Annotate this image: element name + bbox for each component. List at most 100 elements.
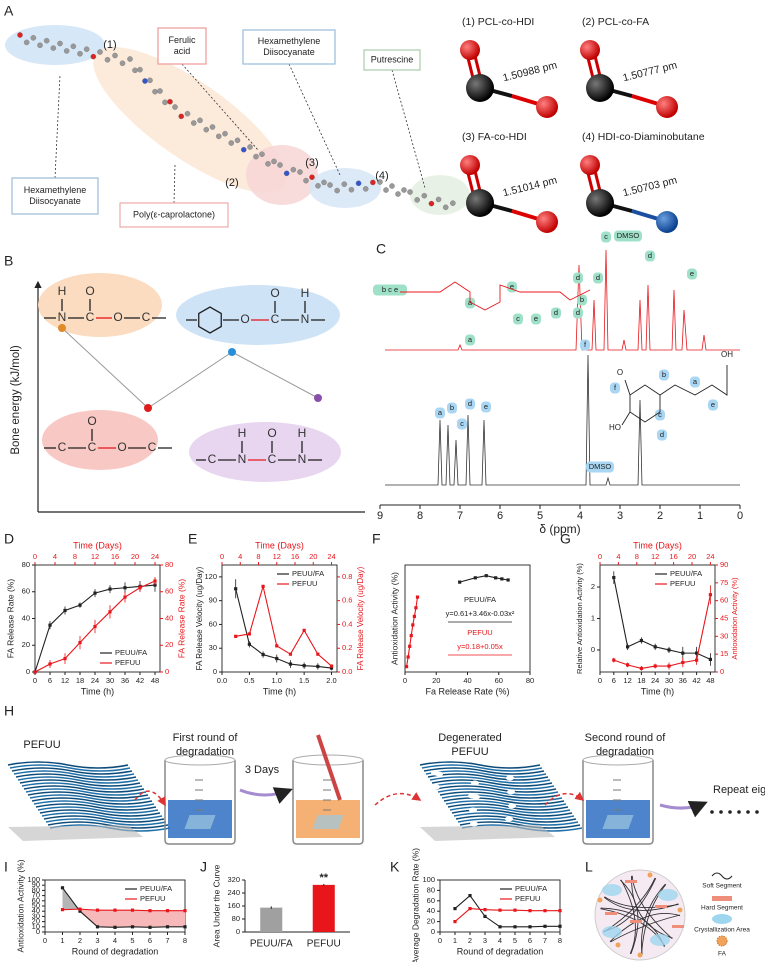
peak-label: d	[648, 251, 652, 260]
series-line	[613, 594, 711, 669]
peak-tag	[531, 313, 541, 325]
x-tick-label: 48	[706, 676, 714, 685]
x-tick-label: 9	[377, 510, 383, 522]
y-axis-label: Antioxidation Activity (%)	[389, 572, 399, 665]
x2-tick-label: 24	[327, 552, 335, 561]
y-tick-label: 90	[32, 880, 40, 889]
marker	[93, 624, 97, 629]
x-tick-label: 4	[498, 936, 502, 945]
y-tick-label: 100	[27, 875, 40, 884]
x-tick-label: 1.5	[299, 676, 309, 685]
fiber	[41, 812, 163, 820]
y-tick-label: 120	[204, 572, 217, 581]
fiber	[17, 776, 139, 784]
legend-label: PEUU/FA	[515, 884, 547, 893]
series-line	[454, 908, 560, 923]
marker	[468, 894, 472, 898]
peak-tag	[655, 409, 665, 421]
fiber	[37, 806, 159, 814]
x2-tick-label: 4	[616, 552, 620, 561]
x-tick-label: 5	[130, 936, 134, 945]
x-tick-label: 42	[692, 676, 700, 685]
step-label: First round of	[173, 732, 239, 744]
atom	[234, 137, 241, 144]
y2-tick-label: 0.6	[342, 596, 352, 605]
annotation: y=0.61+3.46x-0.03x²	[446, 609, 515, 618]
highlight	[5, 25, 105, 65]
y-tick-label: 100	[422, 875, 435, 884]
peak-label: b	[580, 295, 584, 304]
peak-label: a	[693, 377, 698, 386]
atom	[222, 130, 228, 137]
atom	[77, 51, 83, 57]
atom	[70, 43, 77, 50]
marker	[484, 574, 488, 578]
x2-tick-label: 24	[151, 552, 159, 561]
atom	[290, 166, 297, 173]
hard-segment	[605, 912, 617, 915]
fiber	[447, 803, 569, 811]
step-label: Degenerated	[438, 732, 502, 744]
y-axis-label: Relative Antioxidation Activity (%)	[575, 563, 584, 674]
marker	[626, 645, 630, 649]
marker	[60, 908, 65, 912]
legend-label: PEUU/FA	[115, 648, 147, 657]
marker	[329, 666, 334, 670]
ellipsis-dot	[746, 810, 750, 814]
x-tick-label: 7	[165, 936, 169, 945]
x2-tick-label: 16	[291, 552, 299, 561]
marker	[261, 584, 265, 588]
leader-line	[391, 69, 426, 189]
fiber	[19, 779, 141, 787]
callout-box	[242, 29, 336, 65]
atom	[178, 113, 184, 120]
fiber	[33, 800, 155, 808]
y2-tick-label: 15	[720, 649, 728, 658]
marker	[453, 907, 457, 911]
marker	[409, 634, 413, 638]
fiber	[431, 779, 553, 787]
x-tick-label: 8	[183, 936, 187, 945]
atom	[321, 179, 327, 186]
ferulic-structure	[621, 365, 728, 426]
callout-text: Hexamethylene	[258, 36, 321, 46]
atom-label: O	[117, 440, 126, 454]
y2-tick-label: 0	[165, 667, 169, 676]
x2-tick-label: 20	[688, 552, 696, 561]
peak-tag	[373, 284, 407, 296]
marker	[275, 644, 279, 648]
fiber	[425, 770, 547, 778]
x-tick-label: 0.0	[217, 676, 227, 685]
flow-arrow	[134, 790, 166, 807]
pore	[506, 775, 514, 781]
bond-title: (3) FA-co-HDI	[462, 131, 527, 143]
x-tick-label: 0	[403, 676, 407, 685]
peak-label: d	[660, 430, 664, 439]
atom	[127, 56, 133, 62]
site-label: (4)	[375, 170, 388, 182]
group-highlight	[176, 285, 340, 345]
marker	[130, 925, 135, 929]
fill-between	[97, 910, 115, 928]
x2-tick-label: 0	[220, 552, 224, 561]
x-tick-label: 42	[136, 676, 144, 685]
fiber	[45, 818, 167, 826]
atom	[315, 183, 321, 189]
x-tick-label: 8	[417, 510, 423, 522]
beaker	[164, 760, 236, 845]
y-axis-label: FA Release Rate (%)	[5, 579, 15, 659]
marker	[183, 925, 187, 929]
atom	[341, 181, 348, 187]
beaker-rim	[164, 754, 236, 766]
panel-label: G	[560, 531, 571, 547]
atom	[383, 187, 389, 193]
marker	[468, 907, 472, 911]
bond-title: (2) PCL-co-FA	[582, 16, 649, 28]
bond-length: 1.50703 pm	[622, 174, 679, 199]
marker	[414, 606, 418, 610]
panel-label: J	[200, 859, 207, 875]
x-tick-label: 6	[148, 936, 152, 945]
series-line	[235, 584, 332, 667]
fiber	[35, 803, 157, 811]
atom-c	[466, 74, 494, 102]
